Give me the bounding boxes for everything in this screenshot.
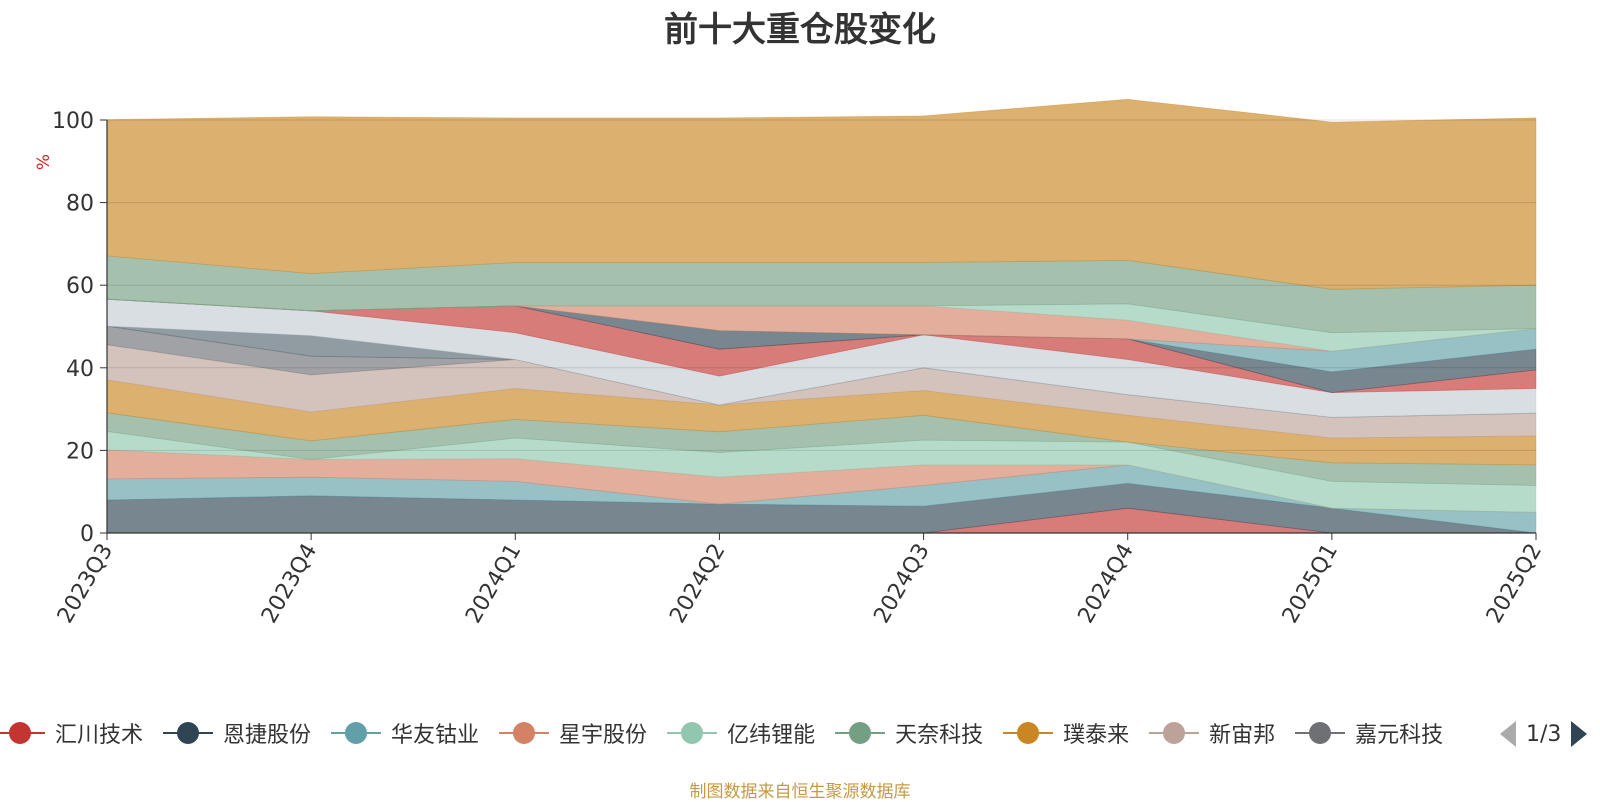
pager-text: 1/3 xyxy=(1526,721,1562,747)
area-series-17 xyxy=(106,98,1537,290)
legend-item[interactable]: 天奈科技 xyxy=(835,713,983,753)
y-tick-label: 60 xyxy=(66,274,94,299)
legend-marker-icon xyxy=(499,722,550,744)
y-tick-label: 40 xyxy=(66,357,94,382)
legend-label: 恩捷股份 xyxy=(223,723,312,748)
legend-label: 嘉元科技 xyxy=(1355,723,1444,748)
area-series-5 xyxy=(106,412,1537,486)
legend-item[interactable]: 华友钴业 xyxy=(331,713,479,753)
y-tick-label: 20 xyxy=(66,439,94,464)
x-tick-label: 2025Q1 xyxy=(1278,540,1343,628)
x-tick-label: 2023Q3 xyxy=(53,540,118,628)
x-tick-label: 2025Q2 xyxy=(1482,540,1547,628)
legend-label: 星宇股份 xyxy=(559,723,648,748)
x-tick-label: 2023Q4 xyxy=(257,540,322,628)
legend-item[interactable]: 汇川技术 xyxy=(0,713,143,753)
area-layer xyxy=(106,98,1537,534)
legend-label: 汇川技术 xyxy=(55,723,144,748)
y-axis-unit: % xyxy=(34,154,54,170)
legend-label: 华友钴业 xyxy=(391,723,480,748)
legend-item[interactable]: 新宙邦 xyxy=(1149,713,1275,753)
legend-item[interactable]: 嘉元科技 xyxy=(1295,713,1443,753)
legend-label: 亿纬锂能 xyxy=(727,723,816,748)
x-tick-label: 2024Q1 xyxy=(461,540,526,628)
area-series-7 xyxy=(106,344,1537,439)
legend-pager: 1/3 xyxy=(1498,718,1589,750)
legend-item[interactable]: 亿纬锂能 xyxy=(667,713,815,753)
area-series-6 xyxy=(106,379,1537,466)
x-tick-label: 2024Q3 xyxy=(869,540,934,628)
legend-item[interactable]: 星宇股份 xyxy=(499,713,647,753)
y-tick-label: 0 xyxy=(80,522,94,547)
y-tick-label: 100 xyxy=(52,109,94,134)
legend-marker-icon xyxy=(1003,722,1054,744)
chart-title: 前十大重仓股变化 xyxy=(664,10,936,50)
pager-next-icon[interactable] xyxy=(1569,719,1589,749)
pager-prev-icon[interactable] xyxy=(1498,719,1518,749)
legend: 汇川技术 恩捷股份 华友钴业 星宇股份 亿纬锂能 天奈科技 璞泰来 新宙邦 嘉元科技 xyxy=(0,713,1478,753)
x-tick-label: 2024Q4 xyxy=(1074,540,1139,628)
legend-item[interactable]: 恩捷股份 xyxy=(163,713,311,753)
legend-marker-icon xyxy=(667,722,718,744)
legend-marker-icon xyxy=(331,722,382,744)
legend-marker-icon xyxy=(1295,722,1346,744)
legend-label: 新宙邦 xyxy=(1209,723,1276,748)
legend-marker-icon xyxy=(1149,722,1200,744)
legend-marker-icon xyxy=(163,722,214,744)
legend-item[interactable]: 璞泰来 xyxy=(1003,713,1129,753)
x-tick-label: 2024Q2 xyxy=(665,540,730,628)
legend-label: 璞泰来 xyxy=(1063,723,1130,748)
area-series-12 xyxy=(106,298,1537,394)
legend-marker-icon xyxy=(0,722,45,744)
grid-layer xyxy=(107,119,1536,451)
legend-marker-icon xyxy=(835,722,886,744)
source-note: 制图数据来自恒生聚源数据库 xyxy=(689,782,911,802)
y-tick-label: 80 xyxy=(66,192,94,217)
area-series-13 xyxy=(106,298,1537,373)
legend-label: 天奈科技 xyxy=(895,723,984,748)
